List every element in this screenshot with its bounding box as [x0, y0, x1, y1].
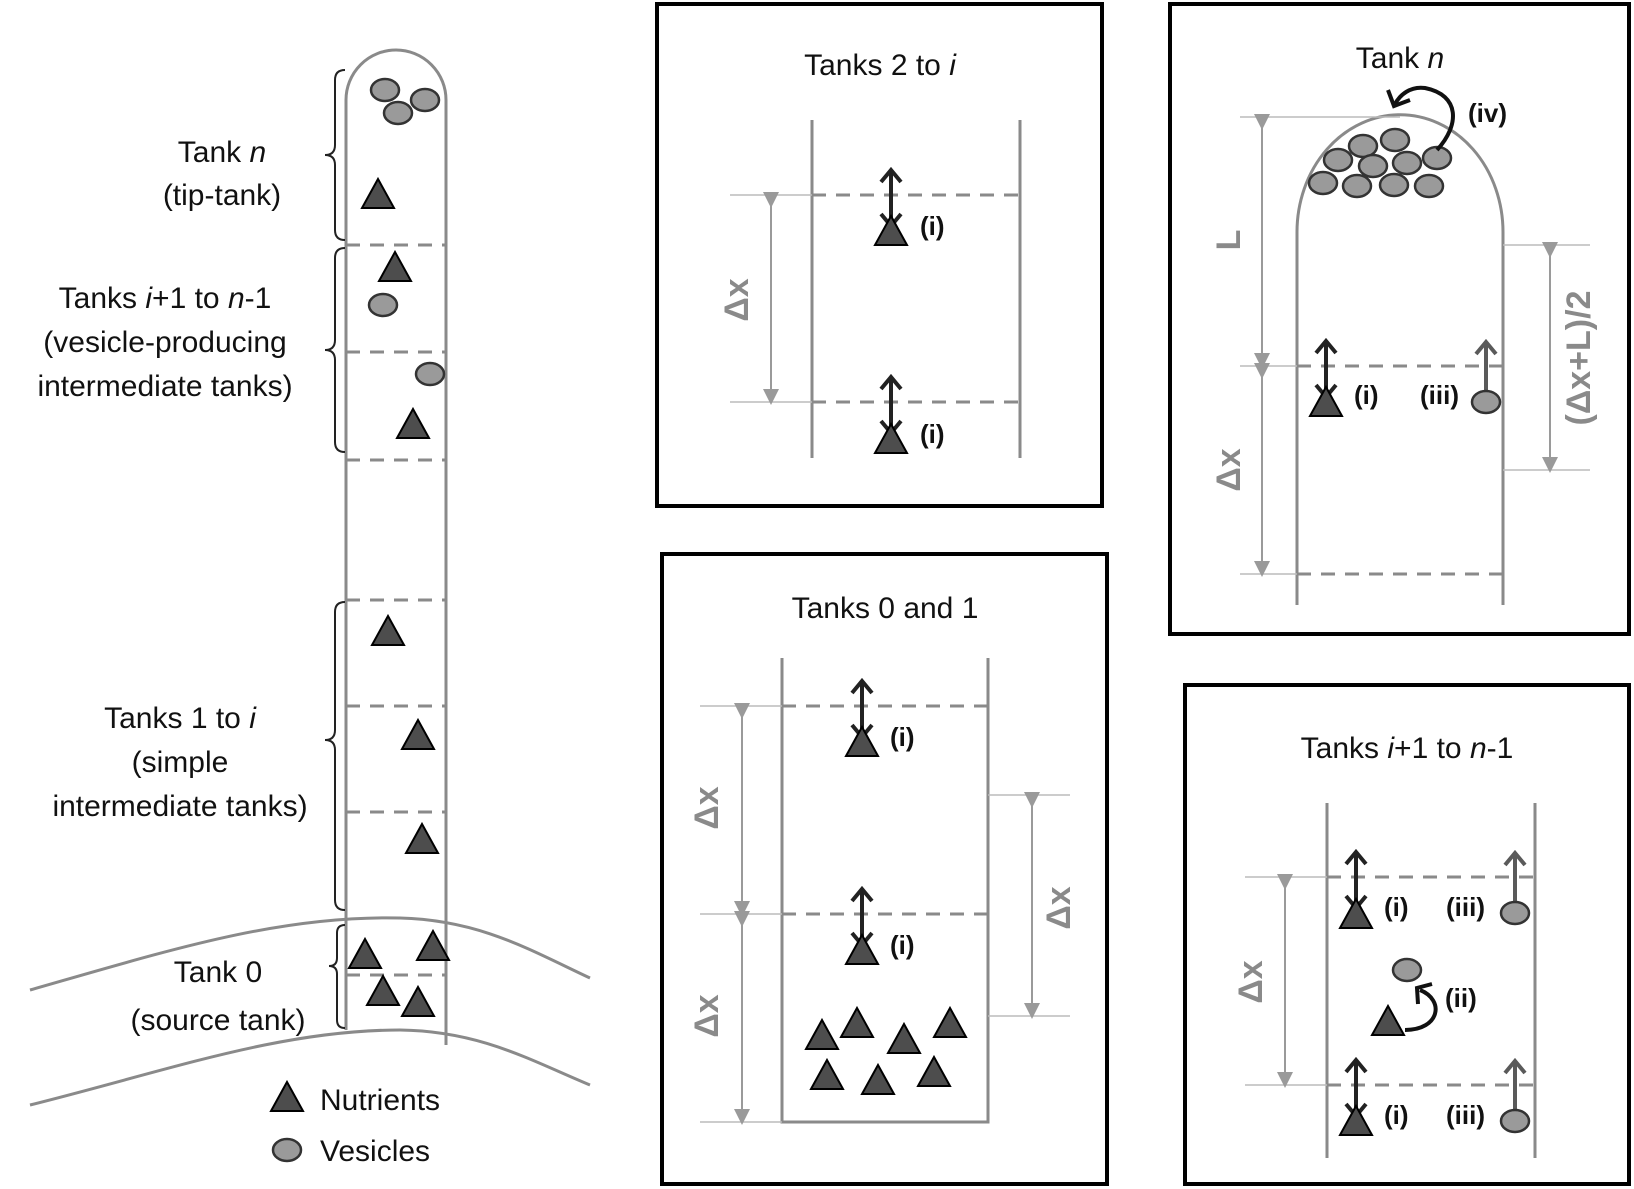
dx-label: Δx — [718, 278, 756, 321]
flux-i-label: (i) — [890, 722, 915, 752]
flux-i-label: (i) — [1354, 380, 1379, 410]
tank0-label: Tank 0 — [174, 956, 262, 989]
nutrient-legend-icon — [270, 1081, 304, 1112]
flux-iii-label: (iii) — [1446, 892, 1485, 922]
curved-arrow-iv — [1393, 85, 1455, 152]
curved-arrow-ii — [1404, 988, 1438, 1032]
braces — [324, 69, 346, 1029]
panel-title: Tanks i+1 to n-1 — [1301, 732, 1514, 765]
legend-nutrients: Nutrients — [320, 1084, 440, 1117]
L-label: L — [1210, 230, 1248, 251]
simple-tanks-desc-1: (simple — [132, 746, 229, 779]
flux-i-label: (i) — [920, 419, 945, 449]
flux-iii-label: (iii) — [1420, 380, 1459, 410]
dx-label: Δx — [688, 786, 726, 829]
hypha-wall — [344, 48, 448, 1045]
tank-n-label: Tank n — [178, 136, 266, 169]
dx-label: Δx — [1210, 448, 1248, 491]
panel-tanks-2-to-i: Tanks 2 to i Δx (i) (i) — [655, 2, 1104, 508]
vesicle-tanks-label: Tanks i+1 to n-1 — [59, 282, 272, 315]
dx-label: Δx — [1232, 960, 1270, 1003]
simple-tanks-label: Tanks 1 to i — [104, 702, 257, 735]
panel-title: Tanks 0 and 1 — [792, 592, 979, 625]
flux-i-label: (i) — [1384, 1100, 1409, 1130]
dx-label: Δx — [688, 994, 726, 1037]
source-tank-label: (source tank) — [130, 1004, 305, 1037]
panel-tank-n: Tank n L Δx (Δx+L)/2 (iv) (i) (iii) — [1168, 2, 1631, 636]
half-dx-L-label: (Δx+L)/2 — [1560, 291, 1598, 426]
vesicle-tanks-desc-1: (vesicle-producing — [43, 326, 286, 359]
legend-vesicles: Vesicles — [320, 1135, 430, 1168]
substrate-bottom-curve — [29, 1028, 591, 1107]
vesicle-legend-icon — [271, 1137, 303, 1163]
panel-tanks-i1-to-n1: Tanks i+1 to n-1 Δx (i) (iii) (ii) (i) (… — [1183, 683, 1631, 1186]
simple-tanks-desc-2: intermediate tanks) — [52, 790, 307, 823]
tip-tank-label: (tip-tank) — [163, 179, 281, 212]
legend: Nutrients Vesicles — [270, 1081, 440, 1168]
substrate-top-curve — [29, 916, 591, 992]
process-ii-label: (ii) — [1445, 983, 1477, 1013]
panel-title: Tank n — [1356, 42, 1444, 75]
flux-i-label: (i) — [920, 211, 945, 241]
hypha-schematic: Tank n (tip-tank) Tanks i+1 to n-1 (vesi… — [29, 48, 591, 1107]
flux-iii-label: (iii) — [1446, 1100, 1485, 1130]
dx-label: Δx — [1040, 886, 1078, 929]
flux-i-label: (i) — [890, 930, 915, 960]
vesicle-tanks-desc-2: intermediate tanks) — [37, 370, 292, 403]
flux-i-label: (i) — [1384, 892, 1409, 922]
panel-tanks-0-and-1: Tanks 0 and 1 Δx Δx Δx (i) (i) — [660, 552, 1109, 1186]
panel-title: Tanks 2 to i — [804, 49, 957, 82]
process-iv-label: (iv) — [1468, 98, 1507, 128]
tank-boundaries — [346, 243, 446, 977]
